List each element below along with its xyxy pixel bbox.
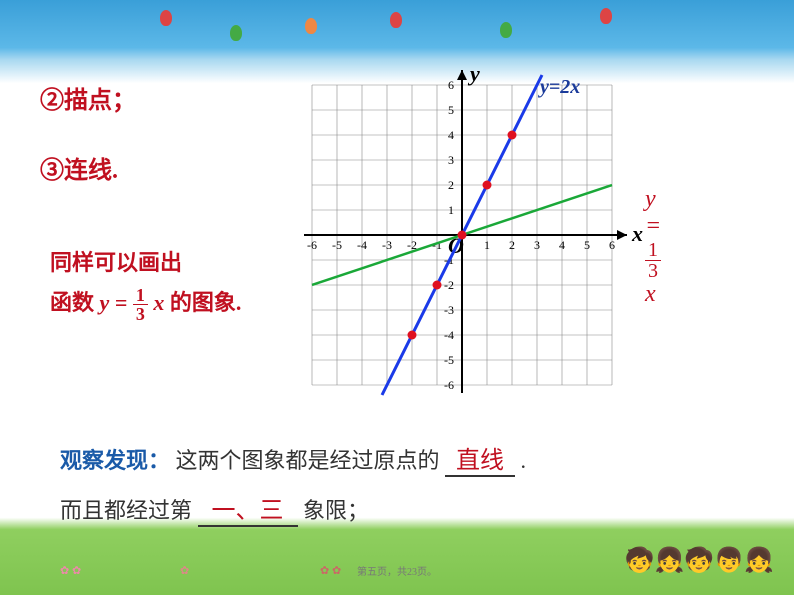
svg-text:x: x [631,221,643,246]
svg-text:4: 4 [448,128,454,142]
svg-text:-3: -3 [444,303,454,317]
svg-text:1: 1 [448,203,454,217]
desc-suffix: 的图象. [170,290,242,315]
line2-num: 1 [645,240,661,261]
line2-label: y = 1 3 x [645,186,661,308]
line2-frac: 1 3 [645,240,661,281]
line2-den: 3 [645,261,661,281]
svg-text:-5: -5 [444,353,454,367]
desc-prefix: 函数 [50,290,100,315]
step-2-label: ②描点； [40,80,136,115]
svg-text:-4: -4 [444,328,454,342]
svg-text:1: 1 [484,238,490,252]
svg-text:-4: -4 [357,238,367,252]
line1-label: y=2x [540,76,580,99]
eq-frac: 1 3 [133,286,148,323]
observe-prefix: 观察发现： [60,448,170,473]
svg-text:-6: -6 [444,378,454,392]
eq-y: y = [100,290,128,315]
svg-text:4: 4 [559,238,565,252]
description-line-1: 同样可以画出 [50,245,182,277]
svg-text:5: 5 [448,103,454,117]
svg-text:-6: -6 [307,238,317,252]
eq-den: 3 [133,305,148,323]
svg-text:2: 2 [509,238,515,252]
svg-text:-3: -3 [382,238,392,252]
svg-text:6: 6 [448,78,454,92]
line2-y: y = [645,186,661,239]
line2-x: x [645,281,656,307]
flower-deco-2: ✿ [180,564,189,577]
chart-svg: -6-5-4-3-2-1123456-6-5-4-3-2-1123456xyO [300,58,645,418]
svg-text:y: y [467,61,480,86]
children-deco: 🧒👧🧒👦👧 [625,546,774,575]
observe-text-1a: 这两个图象都是经过原点的 [176,448,440,473]
svg-text:6: 6 [609,238,615,252]
flower-deco-3: ✿ ✿ [320,564,341,577]
eq-num: 1 [133,286,148,305]
eq-x: x [153,290,164,315]
svg-text:-5: -5 [332,238,342,252]
coordinate-chart: -6-5-4-3-2-1123456-6-5-4-3-2-1123456xyO … [300,58,645,418]
svg-text:3: 3 [534,238,540,252]
observe-text-2a: 而且都经过第 [60,498,192,523]
svg-text:5: 5 [584,238,590,252]
svg-text:2: 2 [448,178,454,192]
observe-text-2b: 象限； [303,498,369,523]
page-footer: 第五页，共23页。 [357,563,437,578]
observation-line-1: 观察发现： 这两个图象都是经过原点的 直线 . [60,440,526,477]
flower-deco-1: ✿ ✿ [60,564,81,577]
step-3-label: ③连线. [40,150,118,185]
blank-1: 直线 [445,440,515,477]
blank-2: 一、三 [198,490,298,527]
svg-text:-2: -2 [444,278,454,292]
observe-text-1b: . [521,448,527,473]
observation-line-2: 而且都经过第 一、三 象限； [60,490,369,527]
svg-text:3: 3 [448,153,454,167]
equation-inline: y = 1 3 x [100,290,170,315]
description-line-2: 函数 y = 1 3 x 的图象. [50,285,241,323]
